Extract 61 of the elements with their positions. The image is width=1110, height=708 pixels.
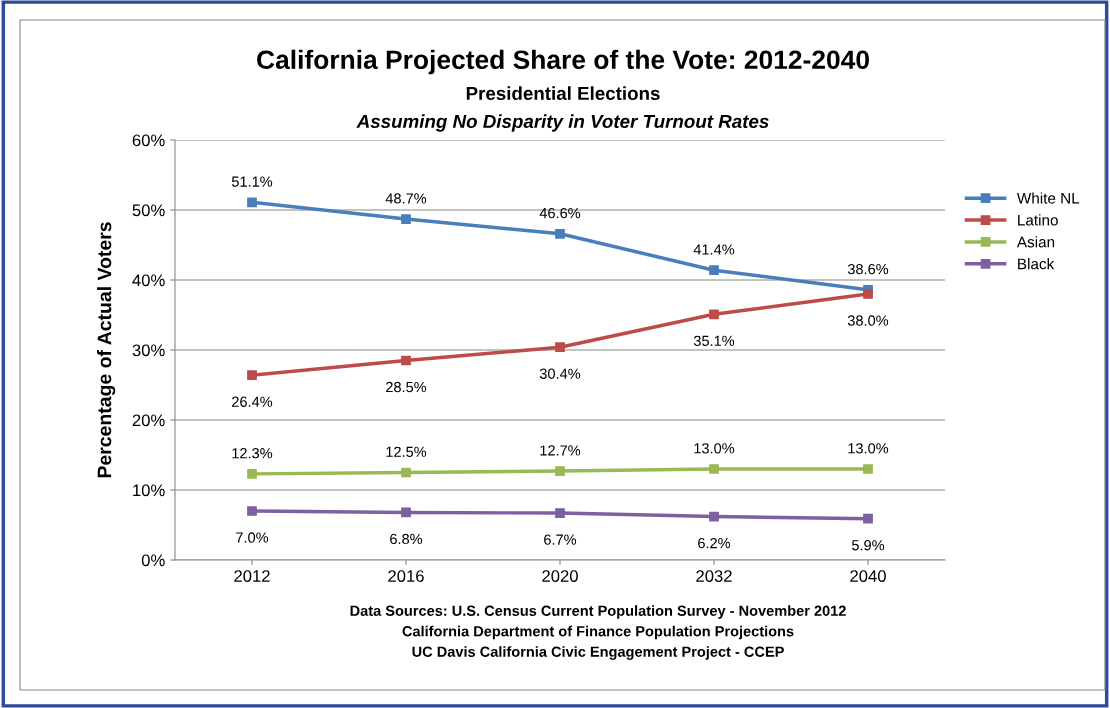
y-tick-label: 50%	[132, 204, 165, 217]
point	[709, 464, 719, 474]
data-label: 51.1%	[231, 176, 273, 187]
point	[555, 466, 565, 476]
data-label: 26.4%	[232, 396, 273, 407]
legend-label: Black	[1018, 258, 1055, 270]
data-label: 7.0%	[236, 532, 269, 543]
point	[863, 464, 873, 474]
data-label: 38.6%	[847, 263, 889, 275]
data-label: 48.7%	[385, 193, 427, 204]
data-label: 6.8%	[390, 533, 423, 545]
legend-label: White NL	[1016, 192, 1080, 204]
data-label: 5.9%	[851, 540, 885, 551]
point	[709, 265, 719, 276]
data-label: 12.5%	[386, 446, 427, 457]
data-label: 38.0%	[847, 315, 889, 326]
point	[863, 513, 873, 524]
data-label: 46.6%	[539, 207, 581, 219]
legend-label: Asian	[1016, 236, 1055, 248]
text: Data Sources: U.S. Census Current Population Survey - November 2012	[350, 605, 846, 619]
chart-subtitle: Presidential Elections Assuming No Disparity in Voter Turnout Rates	[356, 86, 769, 132]
x-tick-label: 2016	[388, 570, 424, 582]
point	[401, 507, 411, 518]
y-tick-label: 40%	[132, 274, 165, 287]
data-label: 13.0%	[848, 443, 889, 454]
point	[709, 309, 719, 320]
chart-title: California Projected Share of the Vote: 2012-2040	[257, 49, 869, 75]
data-label: 41.4%	[693, 244, 735, 255]
point	[401, 214, 411, 224]
point	[555, 508, 565, 518]
data-label: 28.5%	[386, 381, 427, 393]
y-axis-title: Percentage of Actual Voters	[97, 222, 116, 478]
y-tick-label: 0%	[141, 554, 165, 567]
data-label: 6.2%	[698, 537, 731, 549]
data-label: 12.3%	[232, 448, 273, 459]
x-tick-label: 2020	[542, 570, 578, 582]
point	[247, 370, 257, 381]
x-tick-label: 2012	[234, 570, 270, 582]
point	[401, 467, 411, 478]
y-tick-label: 20%	[132, 414, 165, 427]
point	[247, 197, 257, 208]
y-tick-label: 30%	[132, 344, 165, 357]
point	[555, 342, 565, 353]
point	[863, 289, 873, 299]
legend-label: Latino	[1018, 214, 1058, 226]
point	[555, 228, 565, 239]
text: UC Davis California Civic Engagement Project - CCEP	[412, 646, 784, 660]
data-label: 30.4%	[539, 368, 581, 379]
text: California Department of Finance Population Projections	[402, 625, 794, 640]
x-tick-label: 2032	[696, 570, 732, 582]
data-label: 12.7%	[540, 445, 581, 456]
point	[247, 506, 257, 516]
point	[709, 511, 719, 522]
data-label: 6.7%	[544, 534, 577, 545]
point	[401, 355, 411, 366]
data-label: 35.1%	[693, 335, 735, 346]
x-tick-label: 2040	[850, 570, 886, 582]
point	[247, 469, 257, 479]
y-tick-label: 10%	[133, 484, 165, 497]
y-tick-label: 60%	[132, 134, 165, 147]
data-label: 13.0%	[694, 443, 735, 454]
